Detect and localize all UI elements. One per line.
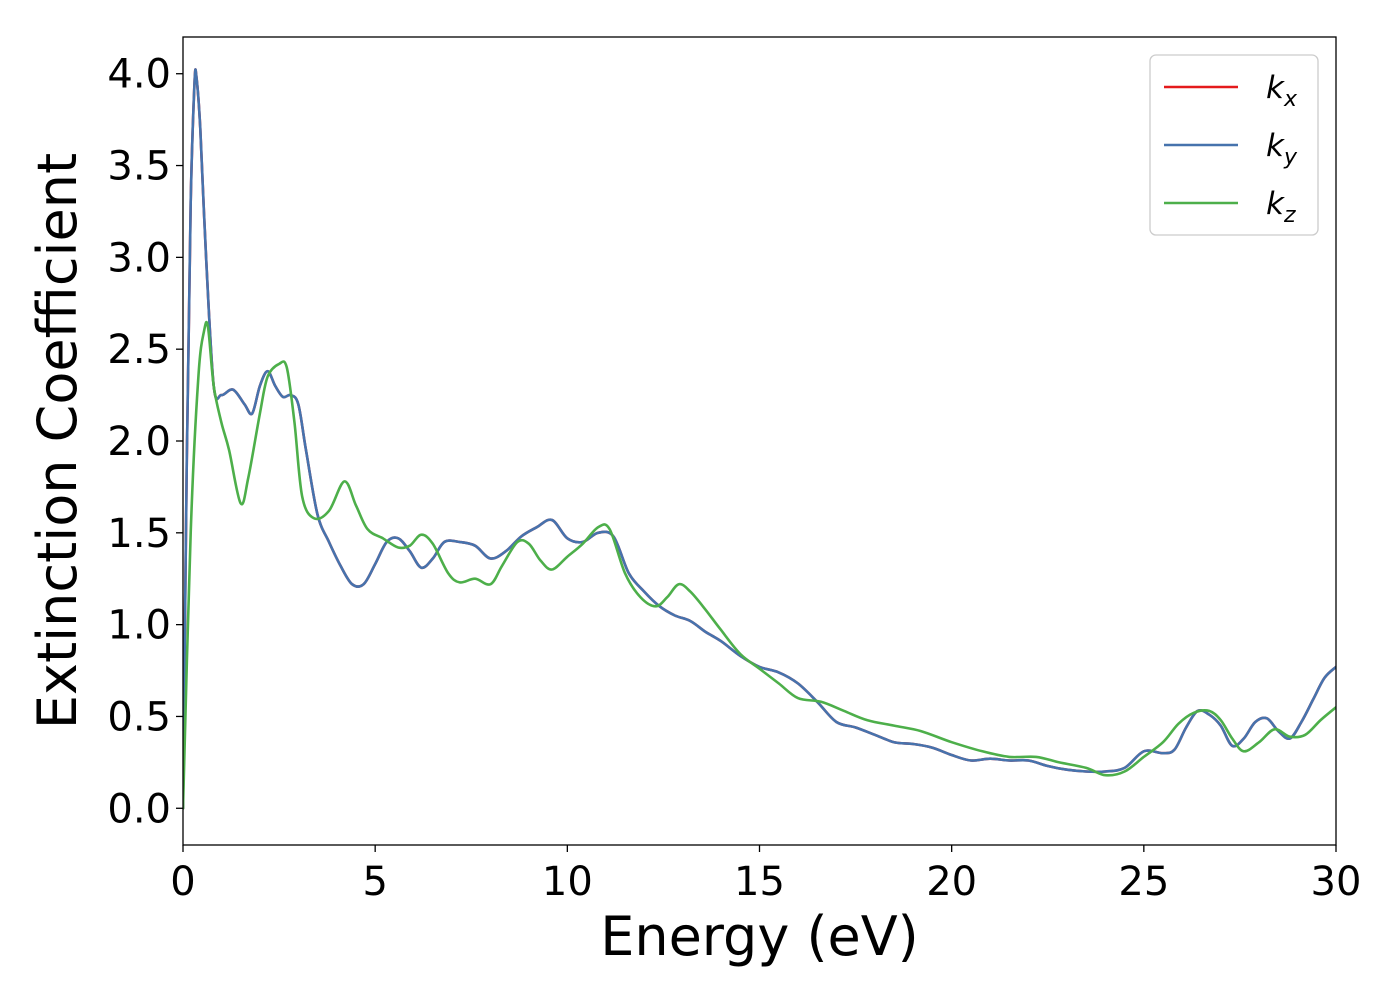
x-tick-label: 15: [734, 859, 785, 905]
y-tick-label: 1.5: [107, 511, 171, 557]
legend-label-k-x: kx: [1266, 70, 1298, 112]
x-tick-label: 5: [362, 859, 387, 905]
legend-label-k-z: kz: [1266, 186, 1296, 228]
x-tick-label: 20: [926, 859, 977, 905]
series-layer: [183, 68, 1336, 810]
x-tick-label: 30: [1311, 859, 1362, 905]
y-tick-label: 3.0: [107, 235, 171, 281]
y-tick-label: 0.5: [107, 694, 171, 740]
y-axis-title: Extinction Coefficient: [26, 153, 89, 729]
y-tick-label: 0.0: [107, 786, 171, 832]
x-tick-label: 0: [170, 859, 195, 905]
legend-label-k-y: ky: [1266, 128, 1298, 170]
x-axis-title: Energy (eV): [600, 905, 919, 968]
series-line-k-z: [183, 320, 1336, 810]
y-tick-label: 3.5: [107, 144, 171, 190]
series-line-k-y: [183, 68, 1336, 810]
x-tick-label: 25: [1118, 859, 1169, 905]
y-tick-label: 2.5: [107, 327, 171, 373]
y-tick-label: 1.0: [107, 603, 171, 649]
y-tick-label: 2.0: [107, 419, 171, 465]
x-tick-label: 10: [542, 859, 593, 905]
x-axis-ticks: 0 5 10 15 20 25 30: [170, 845, 1361, 905]
legend: kx ky kz: [1149, 54, 1319, 236]
y-axis-ticks: 0.0 0.5 1.0 1.5 2.0 2.5 3.0 3.5 4.0: [107, 52, 183, 832]
y-tick-label: 4.0: [107, 52, 171, 98]
